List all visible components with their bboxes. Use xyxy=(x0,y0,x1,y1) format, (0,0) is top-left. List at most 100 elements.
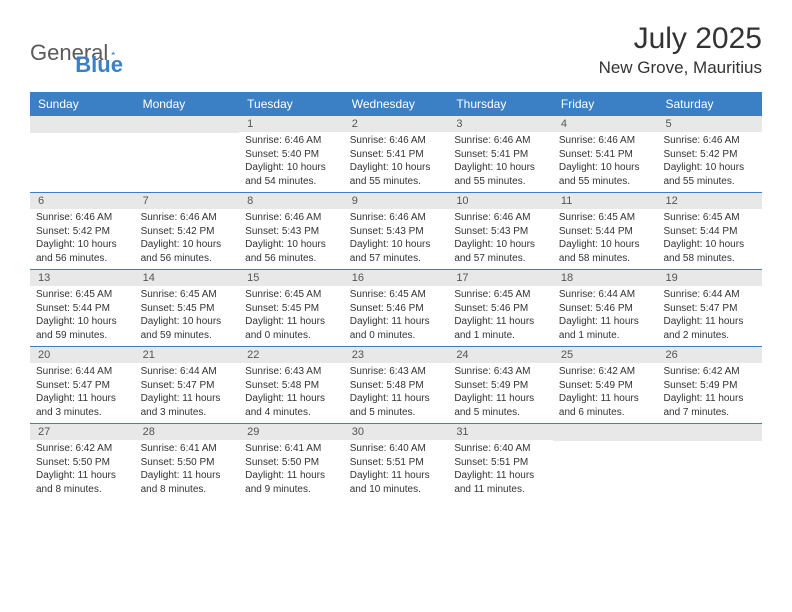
daylight-text: Daylight: 11 hours and 0 minutes. xyxy=(350,315,443,342)
day-details: Sunrise: 6:43 AMSunset: 5:48 PMDaylight:… xyxy=(239,363,344,423)
day-number xyxy=(553,424,658,441)
day-cell: 22Sunrise: 6:43 AMSunset: 5:48 PMDayligh… xyxy=(239,347,344,423)
day-cell: 4Sunrise: 6:46 AMSunset: 5:41 PMDaylight… xyxy=(553,116,658,192)
day-cell: 10Sunrise: 6:46 AMSunset: 5:43 PMDayligh… xyxy=(448,193,553,269)
day-header: Monday xyxy=(135,93,240,115)
daylight-text: Daylight: 11 hours and 8 minutes. xyxy=(36,469,129,496)
calendar: SundayMondayTuesdayWednesdayThursdayFrid… xyxy=(30,92,762,500)
day-cell: 27Sunrise: 6:42 AMSunset: 5:50 PMDayligh… xyxy=(30,424,135,500)
day-details: Sunrise: 6:44 AMSunset: 5:46 PMDaylight:… xyxy=(553,286,658,346)
sunrise-text: Sunrise: 6:45 AM xyxy=(454,288,547,302)
day-cell: 7Sunrise: 6:46 AMSunset: 5:42 PMDaylight… xyxy=(135,193,240,269)
sunset-text: Sunset: 5:49 PM xyxy=(663,379,756,393)
day-cell: 19Sunrise: 6:44 AMSunset: 5:47 PMDayligh… xyxy=(657,270,762,346)
sunrise-text: Sunrise: 6:46 AM xyxy=(141,211,234,225)
sunset-text: Sunset: 5:50 PM xyxy=(141,456,234,470)
daylight-text: Daylight: 10 hours and 55 minutes. xyxy=(663,161,756,188)
day-number: 6 xyxy=(30,193,135,209)
daylight-text: Daylight: 10 hours and 56 minutes. xyxy=(36,238,129,265)
weeks-container: 1Sunrise: 6:46 AMSunset: 5:40 PMDaylight… xyxy=(30,115,762,500)
sunset-text: Sunset: 5:47 PM xyxy=(36,379,129,393)
sunrise-text: Sunrise: 6:45 AM xyxy=(245,288,338,302)
daylight-text: Daylight: 11 hours and 6 minutes. xyxy=(559,392,652,419)
sunset-text: Sunset: 5:47 PM xyxy=(141,379,234,393)
day-details: Sunrise: 6:46 AMSunset: 5:43 PMDaylight:… xyxy=(239,209,344,269)
day-details: Sunrise: 6:44 AMSunset: 5:47 PMDaylight:… xyxy=(657,286,762,346)
daylight-text: Daylight: 11 hours and 3 minutes. xyxy=(141,392,234,419)
sunrise-text: Sunrise: 6:46 AM xyxy=(245,211,338,225)
sunrise-text: Sunrise: 6:40 AM xyxy=(454,442,547,456)
daylight-text: Daylight: 10 hours and 54 minutes. xyxy=(245,161,338,188)
day-headers: SundayMondayTuesdayWednesdayThursdayFrid… xyxy=(30,93,762,115)
sunset-text: Sunset: 5:44 PM xyxy=(559,225,652,239)
day-details: Sunrise: 6:46 AMSunset: 5:41 PMDaylight:… xyxy=(448,132,553,192)
daylight-text: Daylight: 11 hours and 2 minutes. xyxy=(663,315,756,342)
sunset-text: Sunset: 5:45 PM xyxy=(141,302,234,316)
day-number: 27 xyxy=(30,424,135,440)
day-number: 11 xyxy=(553,193,658,209)
daylight-text: Daylight: 11 hours and 4 minutes. xyxy=(245,392,338,419)
sunrise-text: Sunrise: 6:46 AM xyxy=(350,134,443,148)
sunrise-text: Sunrise: 6:40 AM xyxy=(350,442,443,456)
sunset-text: Sunset: 5:41 PM xyxy=(454,148,547,162)
day-number: 22 xyxy=(239,347,344,363)
sunset-text: Sunset: 5:41 PM xyxy=(350,148,443,162)
day-details: Sunrise: 6:43 AMSunset: 5:49 PMDaylight:… xyxy=(448,363,553,423)
day-details: Sunrise: 6:44 AMSunset: 5:47 PMDaylight:… xyxy=(30,363,135,423)
day-details: Sunrise: 6:40 AMSunset: 5:51 PMDaylight:… xyxy=(344,440,449,500)
daylight-text: Daylight: 11 hours and 3 minutes. xyxy=(36,392,129,419)
day-number: 31 xyxy=(448,424,553,440)
sunrise-text: Sunrise: 6:46 AM xyxy=(559,134,652,148)
day-header: Thursday xyxy=(448,93,553,115)
day-cell: 16Sunrise: 6:45 AMSunset: 5:46 PMDayligh… xyxy=(344,270,449,346)
day-cell: 18Sunrise: 6:44 AMSunset: 5:46 PMDayligh… xyxy=(553,270,658,346)
day-details: Sunrise: 6:45 AMSunset: 5:45 PMDaylight:… xyxy=(135,286,240,346)
day-details: Sunrise: 6:46 AMSunset: 5:43 PMDaylight:… xyxy=(448,209,553,269)
sunset-text: Sunset: 5:42 PM xyxy=(663,148,756,162)
day-number xyxy=(135,116,240,133)
week-row: 27Sunrise: 6:42 AMSunset: 5:50 PMDayligh… xyxy=(30,423,762,500)
logo: General Blue xyxy=(30,28,123,78)
sunrise-text: Sunrise: 6:45 AM xyxy=(141,288,234,302)
week-row: 1Sunrise: 6:46 AMSunset: 5:40 PMDaylight… xyxy=(30,115,762,192)
sunset-text: Sunset: 5:50 PM xyxy=(36,456,129,470)
day-cell: 3Sunrise: 6:46 AMSunset: 5:41 PMDaylight… xyxy=(448,116,553,192)
day-details: Sunrise: 6:45 AMSunset: 5:46 PMDaylight:… xyxy=(448,286,553,346)
day-number: 25 xyxy=(553,347,658,363)
daylight-text: Daylight: 10 hours and 55 minutes. xyxy=(350,161,443,188)
day-number: 3 xyxy=(448,116,553,132)
sunset-text: Sunset: 5:49 PM xyxy=(559,379,652,393)
day-details: Sunrise: 6:46 AMSunset: 5:40 PMDaylight:… xyxy=(239,132,344,192)
sunrise-text: Sunrise: 6:44 AM xyxy=(36,365,129,379)
daylight-text: Daylight: 11 hours and 8 minutes. xyxy=(141,469,234,496)
month-title: July 2025 xyxy=(599,22,762,56)
sunrise-text: Sunrise: 6:46 AM xyxy=(454,211,547,225)
day-header: Saturday xyxy=(657,93,762,115)
daylight-text: Daylight: 10 hours and 57 minutes. xyxy=(350,238,443,265)
day-number: 28 xyxy=(135,424,240,440)
day-details: Sunrise: 6:45 AMSunset: 5:46 PMDaylight:… xyxy=(344,286,449,346)
day-cell: 13Sunrise: 6:45 AMSunset: 5:44 PMDayligh… xyxy=(30,270,135,346)
sunset-text: Sunset: 5:49 PM xyxy=(454,379,547,393)
sunset-text: Sunset: 5:48 PM xyxy=(350,379,443,393)
day-cell: 21Sunrise: 6:44 AMSunset: 5:47 PMDayligh… xyxy=(135,347,240,423)
sunrise-text: Sunrise: 6:43 AM xyxy=(245,365,338,379)
daylight-text: Daylight: 10 hours and 55 minutes. xyxy=(454,161,547,188)
day-cell xyxy=(135,116,240,192)
day-number: 23 xyxy=(344,347,449,363)
sunrise-text: Sunrise: 6:45 AM xyxy=(559,211,652,225)
sunset-text: Sunset: 5:50 PM xyxy=(245,456,338,470)
sunset-text: Sunset: 5:48 PM xyxy=(245,379,338,393)
day-number: 13 xyxy=(30,270,135,286)
sunrise-text: Sunrise: 6:44 AM xyxy=(559,288,652,302)
day-cell: 2Sunrise: 6:46 AMSunset: 5:41 PMDaylight… xyxy=(344,116,449,192)
day-cell: 31Sunrise: 6:40 AMSunset: 5:51 PMDayligh… xyxy=(448,424,553,500)
day-cell: 14Sunrise: 6:45 AMSunset: 5:45 PMDayligh… xyxy=(135,270,240,346)
day-number: 10 xyxy=(448,193,553,209)
sunrise-text: Sunrise: 6:42 AM xyxy=(559,365,652,379)
day-number xyxy=(657,424,762,441)
day-number: 14 xyxy=(135,270,240,286)
day-cell: 11Sunrise: 6:45 AMSunset: 5:44 PMDayligh… xyxy=(553,193,658,269)
day-cell: 8Sunrise: 6:46 AMSunset: 5:43 PMDaylight… xyxy=(239,193,344,269)
day-details: Sunrise: 6:45 AMSunset: 5:44 PMDaylight:… xyxy=(657,209,762,269)
